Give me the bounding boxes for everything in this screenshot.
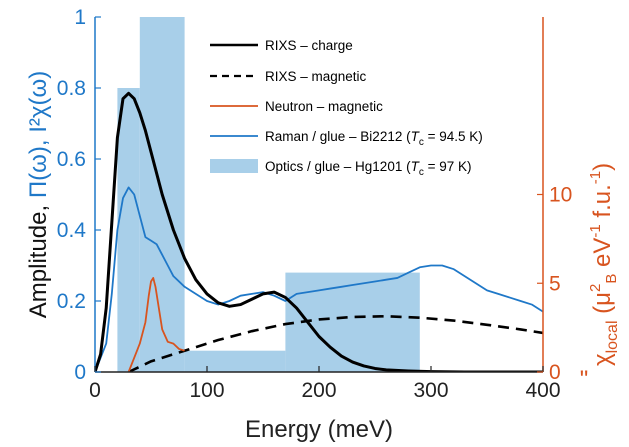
- y-axis-label-left: Amplitude, Π(ω), I²χ(ω): [25, 71, 52, 318]
- legend-label: RIXS – charge: [265, 38, 353, 53]
- right-axis-quote-mark: ": [580, 366, 589, 393]
- legend-item-charge: RIXS – charge: [210, 38, 353, 53]
- y-tick-label-right: 10: [549, 184, 572, 207]
- y-tick-label-left: 0.8: [57, 77, 86, 100]
- legend: RIXS – charge RIXS – magnetic Neutron – ma…: [210, 38, 483, 178]
- legend-label: Neutron – magnetic: [265, 99, 383, 114]
- y-tick-label-left: 0.4: [57, 219, 87, 242]
- y-tick-label-right: 0: [549, 361, 561, 384]
- x-axis-label: Energy (meV): [245, 416, 393, 443]
- x-tick-label: 400: [525, 379, 560, 402]
- y-tick-label-left: 0.2: [57, 290, 86, 313]
- optics-bin: [117, 88, 140, 372]
- x-tick-label: 100: [189, 379, 224, 402]
- x-tick-label: 300: [413, 379, 448, 402]
- neutron-line: [127, 277, 185, 372]
- series-layer: [95, 17, 543, 372]
- y-tick-label-left: 1: [74, 6, 86, 29]
- raman-line: [95, 186, 543, 372]
- rixs-magnetic-line: [128, 314, 543, 372]
- y-tick-label-left: 0: [74, 361, 86, 384]
- legend-label: Raman / glue – Bi2212 (Tc = 94.5 K): [265, 129, 483, 148]
- legend-label: RIXS – magnetic: [265, 69, 367, 84]
- legend-item-neutron: Neutron – magnetic: [210, 99, 383, 114]
- axis-labels: Energy (meV) Amplitude, Π(ω), I²χ(ω) χloca…: [25, 71, 621, 443]
- y-tick-label-left: 0.6: [57, 148, 86, 171]
- legend-item-raman: Raman / glue – Bi2212 (Tc = 94.5 K): [210, 129, 483, 148]
- legend-label: Optics / glue – Hg1201 (Tc = 97 K): [265, 159, 472, 178]
- y-tick-label-right: 5: [549, 272, 561, 295]
- x-tick-label: 0: [89, 379, 101, 402]
- x-tick-label: 200: [301, 379, 336, 402]
- optics-bin: [184, 350, 286, 372]
- legend-swatch: [210, 159, 258, 173]
- legend-item-magnetic: RIXS – magnetic: [210, 69, 367, 84]
- rixs-charge-line: [95, 91, 543, 372]
- y-axis-label-right: χlocal (μ2B eV-1 f.u.-1): [587, 163, 621, 366]
- legend-item-optics: Optics / glue – Hg1201 (Tc = 97 K): [210, 159, 472, 178]
